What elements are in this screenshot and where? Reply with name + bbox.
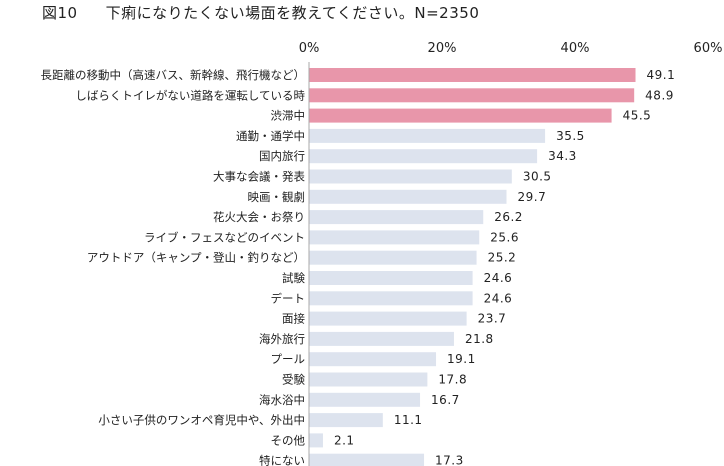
value-label: 25.2 bbox=[488, 251, 517, 265]
value-label: 26.2 bbox=[494, 210, 523, 224]
category-label: その他 bbox=[271, 433, 306, 447]
value-label: 24.6 bbox=[484, 271, 513, 285]
x-tick-label: 40% bbox=[561, 41, 590, 56]
category-label: しばらくトイレがない道路を運転している時 bbox=[75, 88, 305, 102]
value-label: 19.1 bbox=[447, 352, 476, 366]
bar bbox=[309, 169, 512, 184]
x-tick-label: 60% bbox=[694, 41, 723, 56]
value-label: 30.5 bbox=[523, 170, 552, 184]
value-label: 11.1 bbox=[394, 413, 423, 427]
category-label: 国内旅行 bbox=[259, 149, 305, 163]
bar bbox=[309, 372, 428, 387]
bar bbox=[309, 210, 484, 225]
value-label: 24.6 bbox=[484, 291, 513, 305]
value-label: 45.5 bbox=[623, 109, 652, 123]
bar bbox=[309, 189, 507, 204]
category-label: 特にない bbox=[259, 454, 305, 466]
category-label: 面接 bbox=[282, 312, 305, 326]
figure-number: 図10 bbox=[42, 4, 78, 22]
value-label: 17.3 bbox=[435, 454, 464, 466]
bar bbox=[309, 250, 477, 265]
category-label: 受験 bbox=[282, 373, 305, 387]
bar bbox=[309, 291, 473, 306]
category-label: 映画・観劇 bbox=[248, 190, 306, 204]
bar bbox=[309, 331, 454, 346]
value-label: 49.1 bbox=[647, 68, 676, 82]
x-tick-label: 0% bbox=[299, 41, 320, 56]
bar bbox=[309, 453, 425, 466]
category-label: プール bbox=[271, 352, 306, 366]
category-label: 大事な会議・発表 bbox=[213, 170, 305, 184]
bar bbox=[309, 352, 437, 367]
figure-title: 図10 下痢になりたくない場面を教えてください。N=2350 bbox=[42, 2, 479, 23]
category-label: 渋滞中 bbox=[271, 109, 306, 123]
value-label: 34.3 bbox=[548, 149, 577, 163]
category-label: 試験 bbox=[282, 271, 305, 285]
category-label: アウトドア（キャンプ・登山・釣りなど） bbox=[87, 251, 305, 265]
value-label: 21.8 bbox=[465, 332, 494, 346]
value-label: 48.9 bbox=[645, 88, 674, 102]
bar bbox=[309, 271, 473, 285]
value-label: 16.7 bbox=[431, 393, 460, 407]
category-label: 小さい子供のワンオペ育児中や、外出中 bbox=[98, 413, 305, 427]
category-label: 長距離の移動中（高速バス、新幹線、飛行機など） bbox=[41, 68, 306, 82]
value-label: 25.6 bbox=[490, 230, 519, 244]
value-label: 23.7 bbox=[478, 312, 507, 326]
bar bbox=[309, 68, 636, 82]
value-label: 17.8 bbox=[438, 373, 467, 387]
category-label: デート bbox=[271, 291, 306, 305]
category-label: 通勤・通学中 bbox=[236, 129, 305, 143]
bar bbox=[309, 108, 612, 123]
category-label: 海水浴中 bbox=[259, 393, 305, 407]
bar bbox=[309, 433, 323, 448]
bar bbox=[309, 88, 635, 103]
category-label: 花火大会・お祭り bbox=[213, 210, 305, 224]
bar bbox=[309, 311, 467, 326]
category-label: ライブ・フェスなどのイベント bbox=[144, 230, 305, 244]
bar bbox=[309, 149, 538, 164]
bar bbox=[309, 392, 421, 407]
bar bbox=[309, 413, 383, 428]
figure-title-text: 下痢になりたくない場面を教えてください。N=2350 bbox=[105, 4, 480, 22]
value-label: 2.1 bbox=[334, 433, 355, 447]
value-label: 29.7 bbox=[518, 190, 547, 204]
category-label: 海外旅行 bbox=[259, 332, 305, 346]
bar bbox=[309, 230, 480, 245]
value-label: 35.5 bbox=[556, 129, 585, 143]
x-tick-label: 20% bbox=[428, 41, 457, 56]
bar bbox=[309, 128, 546, 143]
